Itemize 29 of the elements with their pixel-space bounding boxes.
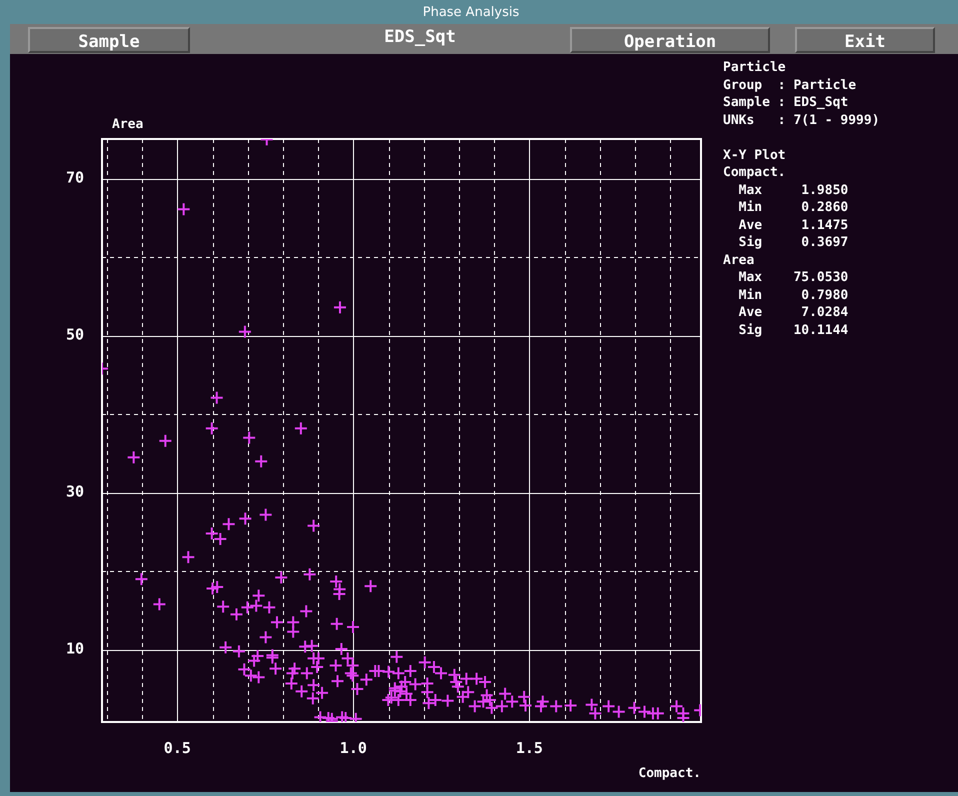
text: Particle <box>723 60 786 75</box>
text: Compact. <box>723 165 786 180</box>
text: X-Y Plot <box>723 148 786 162</box>
y-tick-label: 10 <box>66 640 84 658</box>
y-tick-label: 70 <box>66 168 84 187</box>
text: Sig 10.1144 <box>738 322 848 338</box>
x-axis-title: Compact. <box>638 766 701 781</box>
y-axis-title: Area <box>112 116 144 132</box>
text: Ave 1.1475 <box>738 218 848 232</box>
x-tick-label: 1.0 <box>340 738 367 757</box>
text: Min 0.2860 <box>738 200 848 215</box>
x-tick-label: 1.5 <box>516 738 543 757</box>
text: Area <box>723 252 754 268</box>
text: Max 1.9850 <box>738 182 848 198</box>
y-tick-label: 30 <box>66 482 84 501</box>
text: Sample : EDS_Sqt <box>723 95 848 110</box>
text: UNKs : 7(1 - 9999) <box>723 112 880 128</box>
chart-title: Phase Analysis <box>422 4 520 22</box>
chart-subtitle: EDS_Sqt <box>383 27 457 47</box>
text: Sample <box>28 27 190 53</box>
y-tick-label: 50 <box>66 326 84 344</box>
text: Group : Particle <box>723 78 856 92</box>
text: Min 0.7980 <box>738 288 848 302</box>
text: Operation <box>570 27 770 53</box>
text: Max 75.0530 <box>738 270 848 285</box>
text: Exit <box>795 27 935 53</box>
text: Ave 7.0284 <box>738 305 848 320</box>
x-tick-label: 0.5 <box>164 738 191 757</box>
text: Sig 0.3697 <box>738 235 848 250</box>
